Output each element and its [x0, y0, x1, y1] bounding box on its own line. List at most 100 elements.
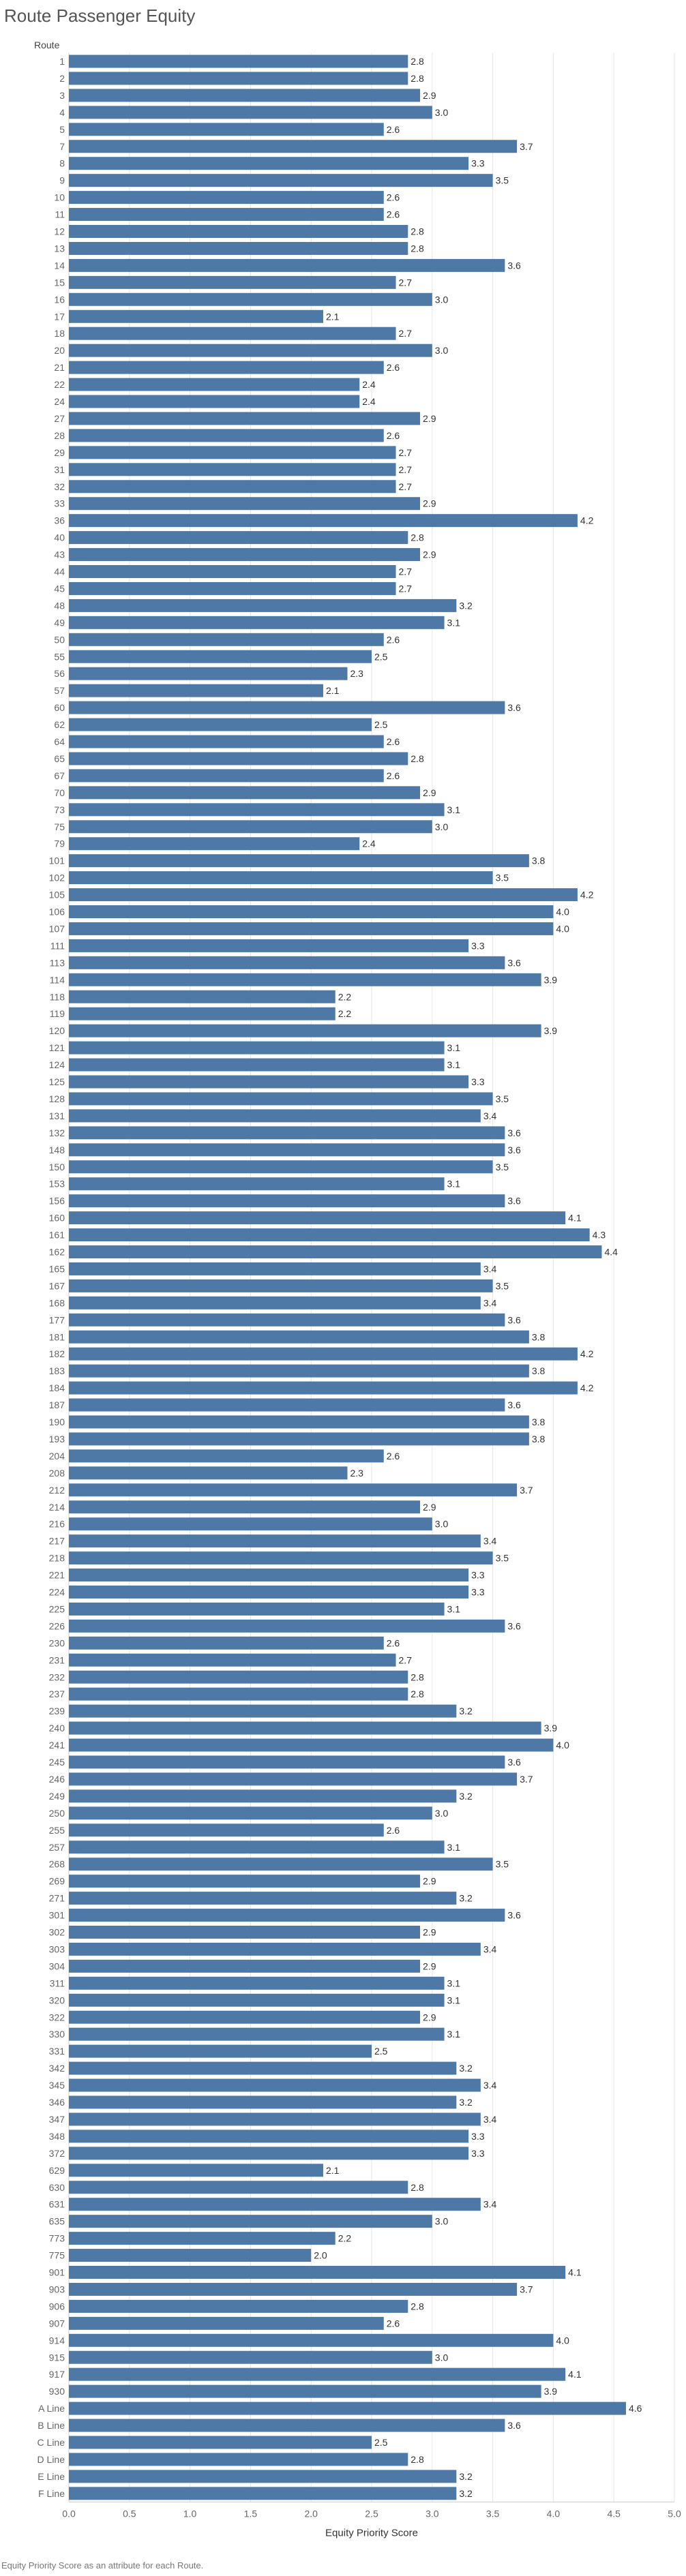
bar: [69, 2487, 457, 2500]
x-tick-label: 0.5: [123, 2508, 136, 2519]
bar: [69, 837, 360, 851]
bar: [69, 905, 554, 918]
bar: [69, 89, 421, 102]
bar: [69, 1177, 445, 1191]
route-label: F Line: [38, 2488, 65, 2499]
route-label: 49: [54, 617, 65, 628]
data-label: 2.8: [411, 226, 424, 237]
bar: [69, 72, 408, 85]
route-label: 13: [54, 243, 65, 254]
route-label: 230: [49, 1637, 65, 1648]
bar: [69, 616, 445, 629]
route-label: 257: [49, 1842, 65, 1853]
data-label: 2.6: [387, 770, 400, 781]
bar: [69, 1704, 457, 1718]
bar: [69, 395, 360, 408]
bar: [69, 2453, 408, 2466]
route-label: 914: [49, 2335, 65, 2346]
route-label: 125: [49, 1076, 65, 1087]
route-label: 322: [49, 2012, 65, 2022]
route-label: 221: [49, 1570, 65, 1581]
route-label: 50: [54, 634, 65, 645]
route-label: 225: [49, 1603, 65, 1614]
route-label: 20: [54, 345, 65, 356]
route-label: 245: [49, 1757, 65, 1768]
route-label: 57: [54, 685, 65, 696]
route-label: 128: [49, 1093, 65, 1104]
route-label: 131: [49, 1110, 65, 1121]
bar: [69, 650, 372, 663]
route-label: 48: [54, 600, 65, 611]
route-label: E Line: [38, 2471, 65, 2482]
bar: [69, 2198, 481, 2211]
data-label: 2.8: [411, 532, 424, 543]
route-label: 311: [50, 1978, 65, 1988]
data-label: 2.4: [362, 379, 376, 390]
route-label: 75: [54, 821, 65, 832]
data-label: 2.8: [411, 1671, 424, 1682]
route-label: 271: [49, 1893, 65, 1904]
data-label: 3.2: [459, 600, 473, 611]
route-label: 132: [49, 1127, 65, 1138]
route-label: 67: [54, 770, 65, 781]
route-label: 331: [49, 2046, 65, 2057]
data-label: 3.9: [544, 1025, 558, 1036]
data-label: 4.4: [604, 1247, 618, 1258]
route-label: 217: [49, 1536, 65, 1547]
data-label: 3.6: [507, 1757, 521, 1768]
route-label: 18: [54, 328, 65, 339]
bar: [69, 565, 396, 578]
bar: [69, 1976, 445, 1990]
route-label: 113: [50, 957, 65, 968]
data-label: 4.1: [568, 1213, 582, 1224]
route-label: 40: [54, 532, 65, 543]
bar: [69, 1926, 421, 1939]
data-label: 2.6: [387, 1451, 400, 1461]
data-label: 2.3: [350, 668, 363, 679]
bar: [69, 157, 469, 170]
data-label: 2.0: [314, 2250, 327, 2261]
route-label: 342: [49, 2063, 65, 2074]
data-label: 3.9: [544, 1723, 558, 1733]
route-label: 216: [49, 1519, 65, 1530]
route-label: 119: [50, 1008, 65, 1019]
bar: [69, 1909, 505, 1922]
route-label: 118: [50, 991, 65, 1002]
route-label: 232: [49, 1671, 65, 1682]
data-label: 3.0: [435, 1519, 449, 1530]
bar: [69, 2333, 554, 2347]
route-label: 167: [49, 1280, 65, 1291]
bar: [69, 327, 396, 340]
data-label: 3.3: [471, 940, 485, 951]
bar: [69, 258, 505, 272]
route-label: 635: [49, 2216, 65, 2227]
bar: [69, 820, 432, 834]
data-label: 2.7: [399, 464, 413, 475]
route-label: 347: [49, 2114, 65, 2125]
bar: [69, 598, 457, 612]
bar: [69, 2401, 626, 2415]
bar: [69, 2147, 469, 2160]
route-label: B Line: [38, 2420, 65, 2431]
route-label: 320: [49, 1995, 65, 2005]
bar: [69, 922, 554, 935]
data-label: 3.1: [447, 1603, 461, 1614]
route-label: 4: [59, 107, 65, 118]
data-label: 3.4: [483, 1297, 497, 1308]
data-label: 2.9: [423, 413, 436, 424]
route-label: 269: [49, 1876, 65, 1887]
route-label: A Line: [38, 2403, 65, 2414]
data-label: 4.0: [556, 2335, 569, 2346]
data-label: 3.5: [496, 873, 509, 883]
route-label: 1: [59, 56, 65, 67]
route-label: 631: [49, 2199, 65, 2210]
bar: [69, 1075, 469, 1089]
route-label: 901: [49, 2267, 65, 2278]
data-label: 3.5: [496, 1859, 509, 1870]
bar: [69, 1143, 505, 1157]
x-axis-title: Equity Priority Score: [325, 2527, 418, 2539]
route-label: 124: [49, 1059, 65, 1070]
data-label: 2.6: [387, 192, 400, 203]
route-label: 372: [49, 2148, 65, 2159]
row-axis-header: Route: [34, 40, 60, 50]
